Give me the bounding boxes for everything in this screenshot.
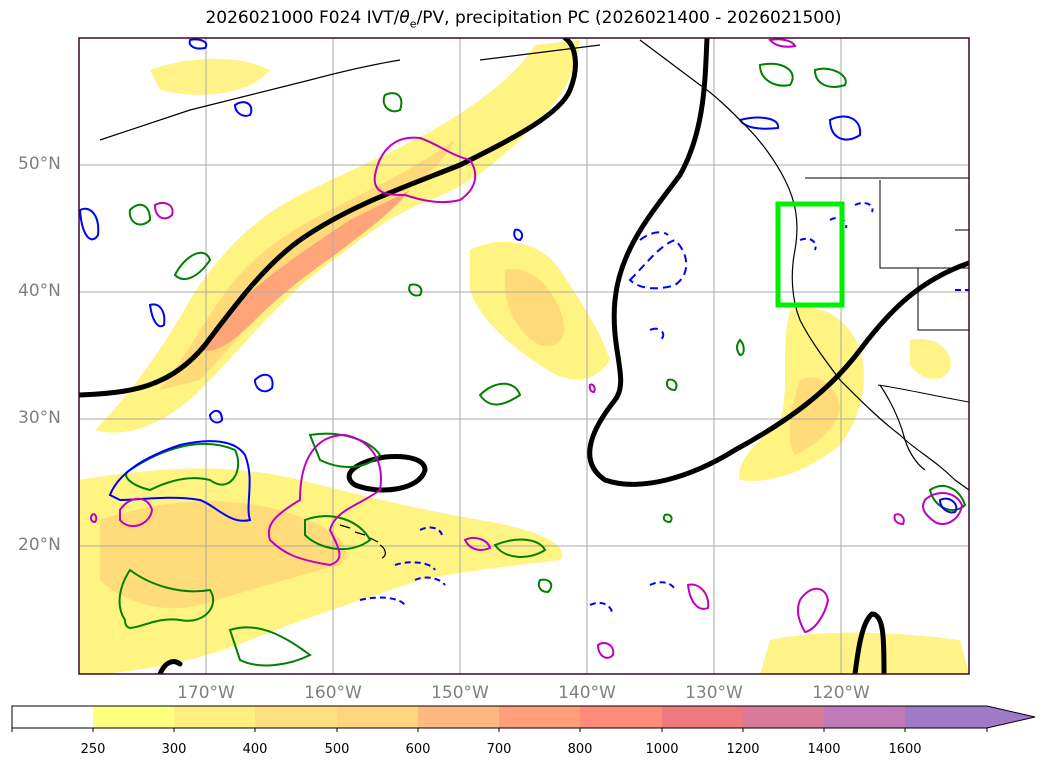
colorbar-tick-label: 400 bbox=[242, 742, 268, 757]
lon-label-170w: 170°W bbox=[177, 683, 235, 703]
thick-contour-loop bbox=[346, 454, 428, 493]
colorbar-segment bbox=[580, 706, 662, 728]
colorbar-outline bbox=[11, 705, 1036, 729]
theta-positive-contours bbox=[118, 62, 967, 667]
gridlines bbox=[79, 38, 969, 674]
colorbar-segment bbox=[905, 706, 987, 728]
colorbar-tick-label: 300 bbox=[161, 742, 187, 757]
colorbar-tick-label: 1200 bbox=[726, 742, 760, 757]
highlight-box bbox=[775, 201, 845, 308]
border-us-mexico bbox=[877, 384, 969, 403]
lon-label-160w: 160°W bbox=[304, 683, 362, 703]
ivt-shading bbox=[79, 40, 969, 674]
coastline-baja bbox=[879, 384, 926, 471]
ivt-plume-coast-orange bbox=[789, 377, 840, 455]
pv-contour-north bbox=[373, 136, 477, 204]
lon-label-120w: 120°W bbox=[812, 683, 870, 703]
coastline-north-america bbox=[639, 39, 969, 491]
ivt-patch-southeast bbox=[760, 632, 969, 674]
hawaii bbox=[339, 524, 386, 559]
thick-contour-trough bbox=[587, 38, 969, 487]
coastline-alaska bbox=[99, 59, 401, 141]
colorbar-segment bbox=[499, 706, 580, 728]
coastline-alaska-panhandle bbox=[479, 44, 601, 61]
colorbar-extend-arrow bbox=[987, 706, 1035, 728]
ivt-plume-main-core bbox=[200, 190, 410, 351]
colorbar-segment bbox=[255, 706, 337, 728]
colorbar-segment bbox=[174, 706, 255, 728]
colorbar-tick-label: 800 bbox=[567, 742, 593, 757]
blue-contour-south bbox=[108, 440, 252, 522]
thick-contours bbox=[79, 38, 969, 674]
colorbar-tick-label: 700 bbox=[486, 742, 512, 757]
lon-label-130w: 130°W bbox=[685, 683, 743, 703]
colorbar bbox=[11, 705, 1036, 732]
colorbar-segment bbox=[337, 706, 418, 728]
lat-label-20n: 20°N bbox=[18, 535, 61, 555]
lon-label-140w: 140°W bbox=[558, 683, 616, 703]
colorbar-segment bbox=[824, 706, 905, 728]
colorbar-segment bbox=[662, 706, 743, 728]
thick-contour-southeast bbox=[852, 611, 887, 674]
ivt-patch-east bbox=[910, 339, 951, 380]
colorbar-segment bbox=[93, 706, 174, 728]
borders bbox=[805, 177, 969, 403]
colorbar-tick-label: 1000 bbox=[645, 742, 679, 757]
pv-contours bbox=[90, 38, 964, 659]
colorbar-tick-label: 1400 bbox=[807, 742, 841, 757]
figure-title: 2026021000 F024 IVT/θe/PV, precipitation… bbox=[205, 8, 842, 31]
lat-label-50n: 50°N bbox=[18, 154, 61, 174]
colorbar-segment bbox=[743, 706, 824, 728]
ivt-plume-south-orange bbox=[100, 501, 347, 609]
pv-contour-south bbox=[267, 433, 382, 567]
colorbar-segment bbox=[418, 706, 499, 728]
map-frame bbox=[78, 37, 970, 675]
lon-label-150w: 150°W bbox=[431, 683, 489, 703]
thick-contour-southwest bbox=[157, 659, 183, 674]
colorbar-tick-label: 600 bbox=[405, 742, 431, 757]
coastlines bbox=[99, 39, 969, 559]
ivt-patch-north bbox=[150, 58, 270, 95]
ivt-plume-central-orange bbox=[505, 269, 564, 346]
colorbar-tick-label: 500 bbox=[324, 742, 350, 757]
thick-contour-north bbox=[79, 38, 578, 398]
lat-label-40n: 40°N bbox=[18, 281, 61, 301]
blue-dashed-central bbox=[628, 238, 688, 290]
lat-label-30n: 30°N bbox=[18, 408, 61, 428]
colorbar-tick-label: 250 bbox=[80, 742, 106, 757]
colorbar-segment bbox=[12, 706, 93, 728]
colorbar-tick-label: 1600 bbox=[888, 742, 922, 757]
